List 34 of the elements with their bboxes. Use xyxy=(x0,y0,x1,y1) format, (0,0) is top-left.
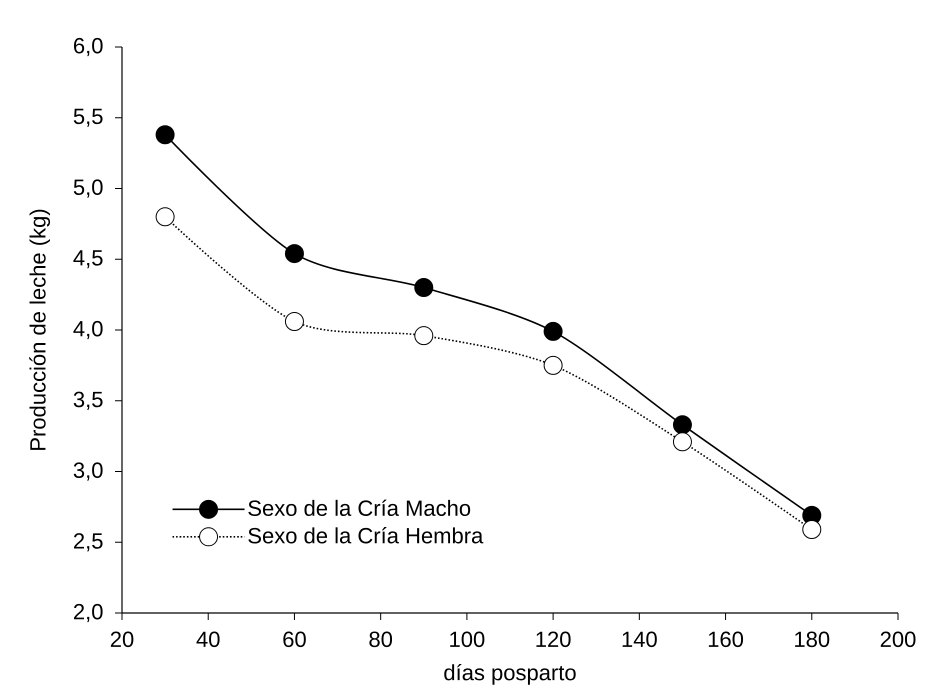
point xyxy=(672,432,692,452)
x-tick-label: 100 xyxy=(450,632,484,648)
y-tick-label: 6,0 xyxy=(74,38,103,56)
point xyxy=(414,326,434,346)
point xyxy=(544,356,563,375)
point xyxy=(414,278,434,298)
point xyxy=(156,207,175,226)
y-tick-label: 2,0 xyxy=(74,604,103,622)
y-tick-label: 3,0 xyxy=(74,462,103,481)
y-tick-label: 5,0 xyxy=(74,179,103,198)
x-tick-label: 80 xyxy=(369,632,392,648)
x-tick-label: 180 xyxy=(795,632,830,648)
x-tick-label: 20 xyxy=(110,632,134,648)
x-tick-label: 200 xyxy=(880,632,916,648)
x-axis-title: días posparto xyxy=(444,664,576,685)
point xyxy=(284,312,304,332)
point xyxy=(156,125,175,144)
y-tick-label: 2,5 xyxy=(74,533,103,552)
point xyxy=(284,244,304,264)
x-tick-label: 120 xyxy=(536,632,571,648)
x-tick-label: 60 xyxy=(283,632,306,648)
y-tick-label: 4,5 xyxy=(73,250,103,268)
y-tick-label: 4,0 xyxy=(73,320,103,340)
y-tick-label: 3,5 xyxy=(74,392,103,410)
point xyxy=(672,415,692,434)
y-tick-label: 5,5 xyxy=(74,108,103,127)
legend-label: Sexo de la Cría Hembra xyxy=(248,527,484,544)
y-axis-title: Producción de leche (kg) xyxy=(29,210,50,450)
point xyxy=(802,520,822,540)
point xyxy=(544,322,563,341)
x-tick-label: 160 xyxy=(708,632,744,648)
x-tick-label: 40 xyxy=(196,632,220,648)
x-tick-label: 140 xyxy=(622,632,657,648)
legend-label: Sexo de la Cría Macho xyxy=(248,500,470,516)
